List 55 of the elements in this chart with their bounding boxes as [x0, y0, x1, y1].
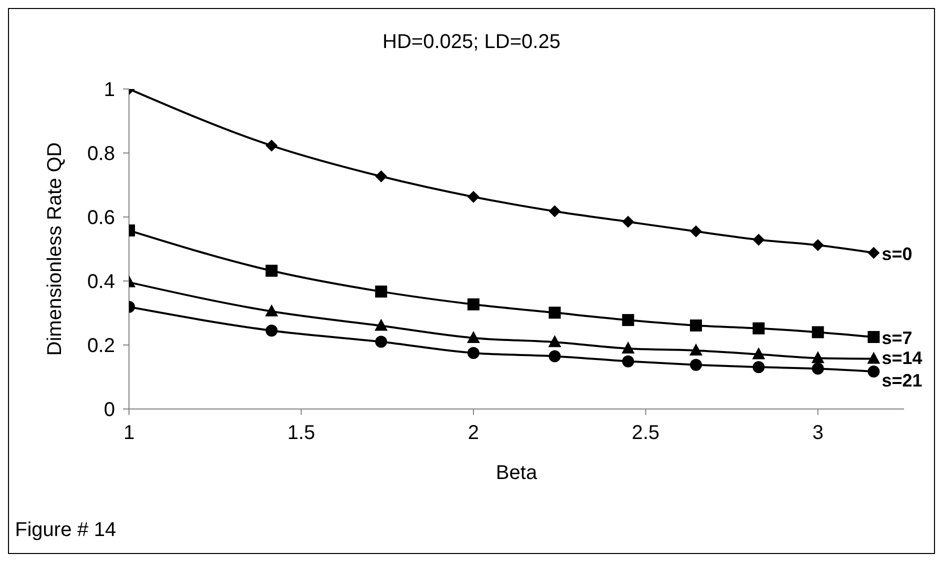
point: [868, 246, 880, 259]
point: [868, 366, 880, 378]
series-label: s=14: [882, 348, 922, 368]
y-tick-label: 0.4: [87, 271, 115, 294]
point: [752, 234, 765, 246]
y-tick-label: 1: [104, 79, 115, 102]
point: [812, 326, 824, 338]
point: [622, 355, 634, 368]
series-label: s=0: [882, 244, 912, 264]
point: [811, 351, 824, 364]
point: [622, 216, 634, 228]
y-tick-label: 0.6: [87, 207, 115, 230]
point: [689, 343, 702, 356]
y-tick-label: 0.8: [87, 143, 115, 166]
point: [548, 205, 561, 218]
point: [548, 306, 561, 319]
point: [690, 358, 702, 371]
point: [690, 319, 702, 332]
point: [622, 314, 634, 326]
point: [752, 361, 765, 374]
x-tick-label: 2: [468, 422, 480, 444]
point: [548, 335, 562, 348]
point: [867, 352, 880, 364]
y-axis-title: Dimensionless Rate QD: [44, 142, 66, 356]
point: [265, 304, 278, 316]
point: [266, 140, 278, 152]
point: [466, 330, 480, 343]
series-label: s=7: [882, 328, 912, 348]
point: [374, 318, 388, 331]
point: [690, 225, 702, 238]
x-axis-title: Beta: [496, 462, 538, 484]
point: [375, 286, 388, 298]
x-tick-label: 2.5: [632, 422, 660, 444]
y-tick-label: 0.2: [87, 335, 115, 358]
point: [622, 342, 635, 354]
x-tick-label: 1: [123, 422, 135, 444]
point: [812, 362, 824, 375]
point: [467, 347, 480, 359]
point: [467, 190, 480, 203]
point: [375, 170, 388, 182]
series-label: s=21: [882, 370, 922, 391]
point: [812, 239, 824, 252]
point: [752, 322, 765, 334]
point: [467, 298, 480, 310]
x-tick-label: 1.5: [287, 422, 316, 444]
point: [266, 324, 278, 337]
point: [548, 350, 561, 362]
y-tick-label: 0: [104, 399, 115, 422]
text: Figure # 14: [15, 519, 116, 542]
point: [375, 336, 388, 348]
x-tick-label: 3: [812, 422, 824, 444]
point: [868, 331, 880, 343]
point: [752, 347, 766, 360]
point: [266, 264, 278, 277]
chart-title: HD=0.025; LD=0.25: [382, 31, 562, 54]
